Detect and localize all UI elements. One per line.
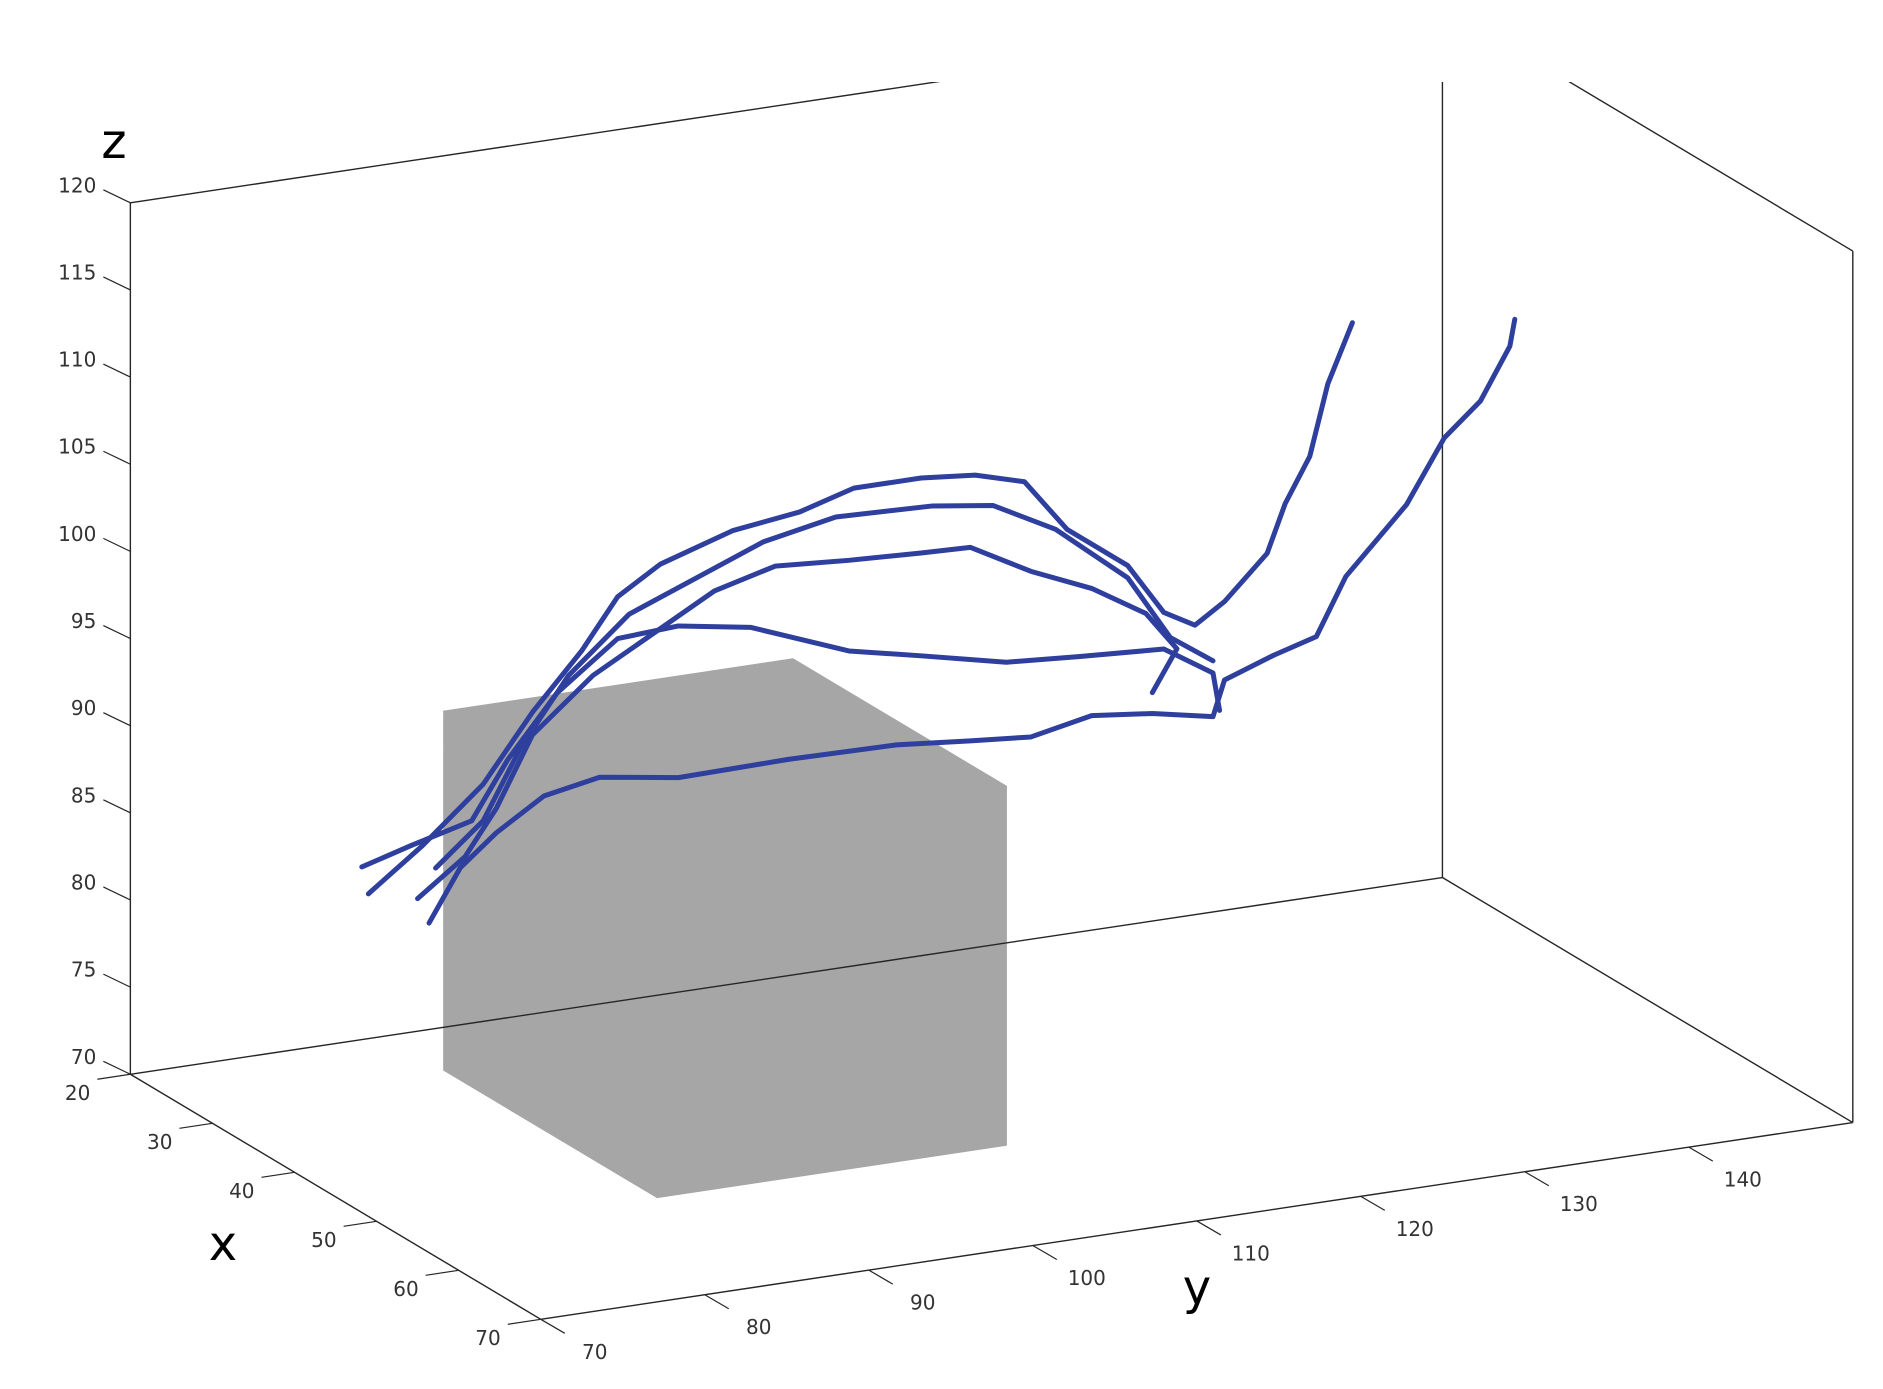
y-tick (704, 1294, 730, 1310)
y-tick-label: 80 (746, 1315, 771, 1339)
y-tick-label: 140 (1724, 1168, 1762, 1192)
z-tick (103, 712, 131, 727)
z-tick-label: 75 (71, 958, 96, 982)
z-tick-label: 110 (58, 348, 96, 372)
z-tick (103, 624, 131, 640)
plot-area (129, 82, 1854, 1320)
z-tick-label: 105 (58, 435, 96, 459)
z-tick-label: 70 (71, 1045, 96, 1069)
x-tick (261, 1171, 295, 1178)
y-tick (1524, 1171, 1550, 1187)
y-axis-label: y (1183, 1260, 1211, 1316)
y-tick-label: 110 (1232, 1241, 1270, 1265)
x-tick (97, 1073, 131, 1080)
z-tick-label: 100 (58, 522, 96, 546)
z-tick (103, 450, 131, 465)
trajectory-line (359, 623, 1223, 870)
x-tick (343, 1220, 377, 1227)
y-tick (540, 1318, 566, 1334)
y-tick-label: 70 (582, 1340, 607, 1364)
z-tick-label: 95 (71, 609, 96, 633)
y-tick (1688, 1146, 1714, 1162)
z-tick (103, 973, 131, 988)
z-tick (103, 363, 131, 378)
z-tick-label: 120 (58, 173, 96, 197)
trajectory-line (433, 503, 1216, 871)
y-tick-label: 120 (1396, 1217, 1434, 1241)
y-tick-label: 130 (1560, 1192, 1598, 1216)
y-tick (868, 1269, 894, 1285)
x-tick-label: 30 (147, 1130, 172, 1154)
axis-box-edge (130, 876, 1443, 1075)
x-tick (179, 1122, 213, 1129)
z-tick (103, 189, 131, 204)
x-tick-label: 50 (311, 1228, 336, 1252)
z-tick (103, 1060, 131, 1075)
axis-box-edge (1442, 876, 1854, 1124)
x-tick-label: 60 (393, 1277, 418, 1301)
z-tick-label: 80 (71, 870, 96, 894)
z-tick (103, 886, 131, 901)
x-axis-line (130, 1073, 542, 1320)
x-axis-label: x (209, 1216, 237, 1272)
obstacle-box-face (443, 658, 1007, 840)
y-tick-label: 90 (910, 1291, 935, 1315)
x-tick (425, 1269, 459, 1276)
y-tick-label: 100 (1068, 1266, 1106, 1290)
y-tick (1032, 1245, 1058, 1261)
z-tick-label: 85 (71, 783, 96, 807)
z-tick (103, 799, 131, 814)
trajectory-line (426, 316, 1518, 926)
z-tick-label: 115 (58, 260, 96, 284)
trajectory-line (365, 320, 1355, 897)
x-tick-label: 20 (65, 1081, 90, 1105)
obstacle-box-face (656, 785, 1007, 1199)
y-tick (1196, 1220, 1222, 1236)
x-tick-label: 40 (229, 1179, 254, 1203)
axis-box-edge (1568, 82, 1854, 252)
z-axis-label: z (101, 114, 126, 170)
x-tick (507, 1318, 541, 1325)
x-tick-label: 70 (475, 1326, 500, 1350)
z-tick-label: 90 (71, 696, 96, 720)
z-tick (103, 537, 131, 552)
axis-box-edge (130, 82, 941, 204)
y-tick (1360, 1195, 1386, 1211)
z-tick (103, 276, 131, 291)
trajectory-line (415, 544, 1180, 902)
